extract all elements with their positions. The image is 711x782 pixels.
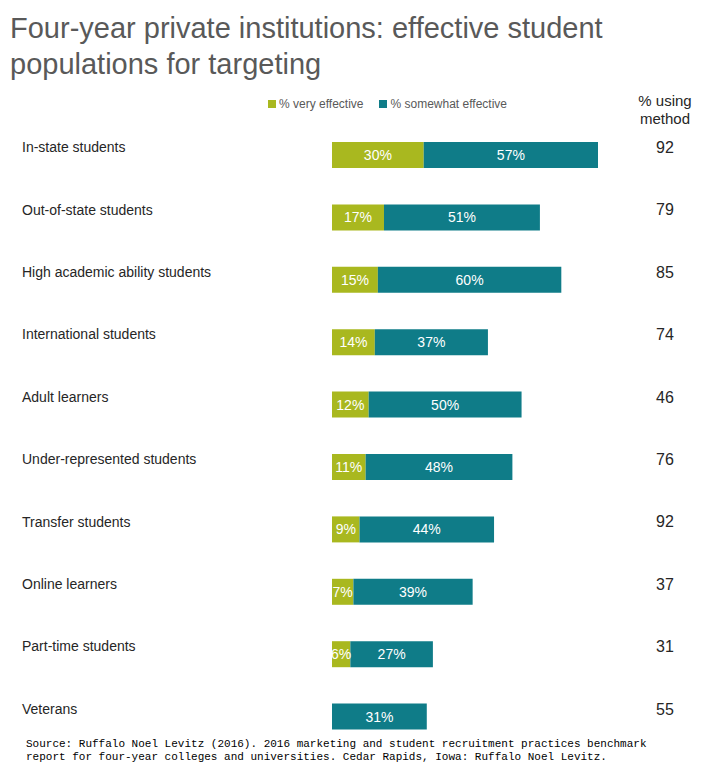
svg-text:46: 46 bbox=[656, 389, 674, 406]
svg-text:Veterans: Veterans bbox=[22, 701, 77, 717]
svg-text:Under-represented students: Under-represented students bbox=[22, 451, 196, 467]
svg-text:57%: 57% bbox=[497, 147, 525, 163]
svg-text:31: 31 bbox=[656, 638, 674, 655]
svg-text:51%: 51% bbox=[448, 209, 476, 225]
svg-text:27%: 27% bbox=[378, 646, 406, 662]
svg-text:31%: 31% bbox=[365, 709, 393, 725]
svg-text:Out-of-state students: Out-of-state students bbox=[22, 202, 153, 218]
svg-text:50%: 50% bbox=[431, 397, 459, 413]
svg-text:In-state students: In-state students bbox=[22, 139, 126, 155]
svg-text:39%: 39% bbox=[399, 584, 427, 600]
svg-text:92: 92 bbox=[656, 139, 674, 156]
svg-text:6%: 6% bbox=[331, 646, 351, 662]
svg-text:14%: 14% bbox=[339, 334, 367, 350]
svg-text:High academic ability students: High academic ability students bbox=[22, 264, 211, 280]
html-text:Four-year private institutions: Four-year private institutions: effectiv… bbox=[10, 12, 603, 80]
svg-text:92: 92 bbox=[656, 513, 674, 530]
svg-text:37%: 37% bbox=[417, 334, 445, 350]
svg-text:37: 37 bbox=[656, 576, 674, 593]
svg-text:12%: 12% bbox=[336, 397, 364, 413]
html-text:% somewhat effective: % somewhat effective bbox=[390, 97, 507, 111]
svg-text:48%: 48% bbox=[425, 459, 453, 475]
svg-text:30%: 30% bbox=[364, 147, 392, 163]
svg-text:9%: 9% bbox=[336, 521, 356, 537]
svg-text:7%: 7% bbox=[333, 584, 353, 600]
svg-text:Part-time students: Part-time students bbox=[22, 638, 136, 654]
svg-text:74: 74 bbox=[656, 326, 674, 343]
svg-text:60%: 60% bbox=[456, 272, 484, 288]
svg-text:85: 85 bbox=[656, 264, 674, 281]
svg-text:44%: 44% bbox=[413, 521, 441, 537]
html-text:% very effective: % very effective bbox=[279, 97, 364, 111]
html-text:Source: Ruffalo Noel Levitz (2: Source: Ruffalo Noel Levitz (2016). 2016… bbox=[26, 738, 647, 763]
html-text:% using method: % using method bbox=[638, 92, 692, 127]
svg-text:Online learners: Online learners bbox=[22, 576, 117, 592]
svg-text:Transfer students: Transfer students bbox=[22, 514, 130, 530]
svg-text:15%: 15% bbox=[341, 272, 369, 288]
svg-text:17%: 17% bbox=[344, 209, 372, 225]
svg-text:International students: International students bbox=[22, 326, 156, 342]
svg-text:11%: 11% bbox=[335, 459, 362, 475]
svg-text:55: 55 bbox=[656, 701, 674, 718]
svg-text:Adult learners: Adult learners bbox=[22, 389, 108, 405]
svg-text:76: 76 bbox=[656, 451, 674, 468]
svg-text:79: 79 bbox=[656, 201, 674, 218]
